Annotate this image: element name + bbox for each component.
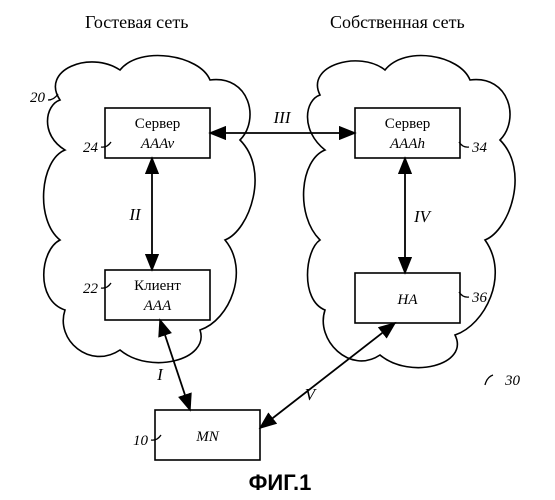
box-server_v-num: 24 (83, 140, 99, 156)
box-client-line1: Клиент (134, 278, 181, 294)
box-mn-num: 10 (133, 433, 149, 449)
arrow-I-label: I (156, 365, 164, 384)
arrow-III: III (210, 108, 355, 133)
box-ha: HA 36 (355, 273, 488, 323)
home-cloud-num: 30 (504, 373, 521, 389)
box-client-line2: AAA (143, 298, 172, 314)
box-ha-line2: HA (397, 292, 419, 308)
guest-cloud-num: 20 (30, 90, 46, 106)
box-ha-num: 36 (471, 290, 488, 306)
box-client-num: 22 (83, 281, 99, 297)
arrow-IV: IV (405, 158, 433, 273)
arrow-III-label: III (273, 108, 292, 127)
arrow-IV-label: IV (413, 207, 433, 226)
box-mn: MN 10 (133, 410, 260, 460)
right-network-title: Собственная сеть (330, 12, 465, 32)
box-client: Клиент AAA 22 (83, 270, 210, 320)
box-server_h-line2: AAAh (389, 136, 425, 152)
box-mn-line2: MN (195, 429, 219, 445)
box-server_v: Сервер AAAv 24 (83, 108, 210, 158)
box-server_h: Сервер AAAh 34 (355, 108, 488, 158)
arrow-I: I (156, 320, 190, 410)
left-network-title: Гостевая сеть (85, 12, 188, 32)
arrow-V-label: V (305, 385, 318, 404)
box-server_h-num: 34 (471, 140, 488, 156)
box-server_h-line1: Сервер (385, 116, 431, 132)
box-server_v-line1: Сервер (135, 116, 181, 132)
box-server_v-line2: AAAv (140, 136, 175, 152)
figure-label: ФИГ.1 (249, 470, 312, 495)
arrow-II-label: II (128, 205, 142, 224)
arrow-II: II (128, 158, 152, 270)
tick-30 (485, 375, 493, 385)
